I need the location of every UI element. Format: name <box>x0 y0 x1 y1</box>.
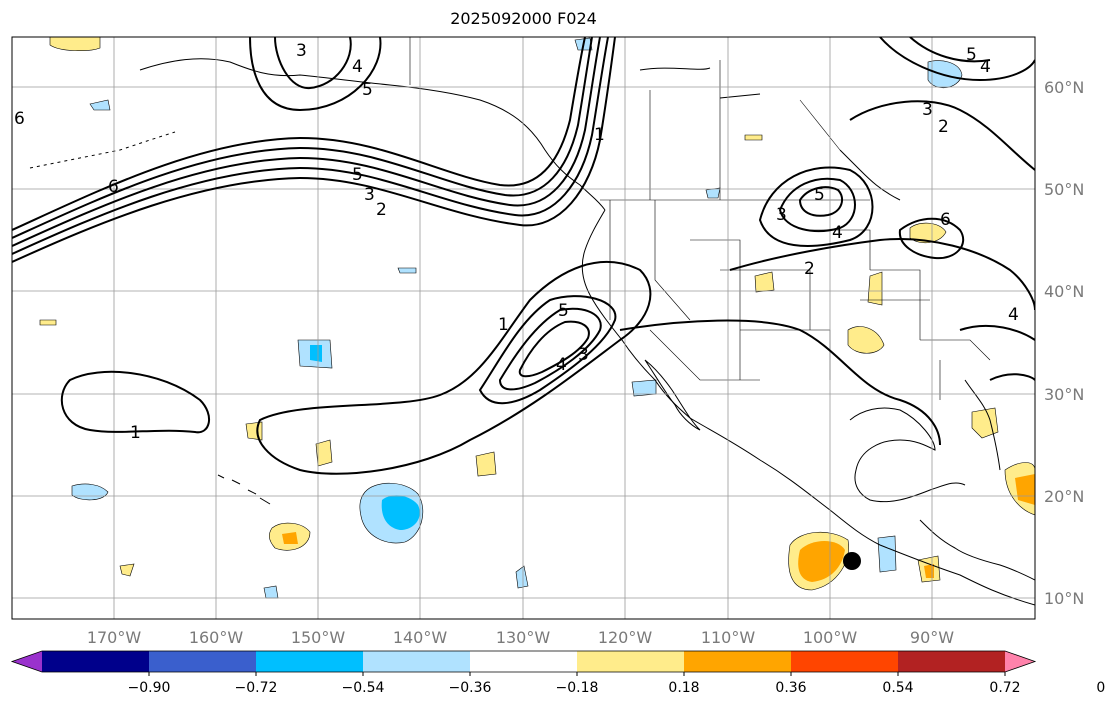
colorbar-segment <box>256 651 364 672</box>
contour-label: 3 <box>776 205 787 225</box>
contour-label: 3 <box>922 100 933 120</box>
positive-anomaly-blob <box>909 222 947 244</box>
contour-label: 1 <box>594 125 605 145</box>
positive-anomaly-blob <box>754 271 775 293</box>
map-frame <box>11 36 1036 620</box>
lat-label: 60°N <box>1044 78 1084 97</box>
political-borders <box>409 37 991 400</box>
strong-negative-anomaly-blob <box>310 345 322 362</box>
contour-label: 1 <box>130 423 141 443</box>
colorbar-outline <box>10 650 1037 673</box>
negative-anomaly-blob <box>263 585 279 599</box>
colorbar-extend-low <box>12 651 42 672</box>
lat-label: 20°N <box>1044 487 1084 506</box>
contour-label: 3 <box>364 185 375 205</box>
positive-anomaly-blob <box>744 134 763 141</box>
storm-position-marker <box>843 552 861 570</box>
positive-anomaly-blob <box>39 319 57 326</box>
contour-label: 2 <box>376 200 387 220</box>
strong-positive-anomaly-blob <box>924 564 934 578</box>
contour-label: 4 <box>832 223 843 243</box>
contour-lines <box>12 37 1035 475</box>
lon-label: 150°W <box>291 628 346 647</box>
colorbar-tick-label: 0.54 <box>882 680 913 696</box>
contour-label-group: 3 4 5 6 5 3 2 1 6 1 5 4 3 1 3 5 4 2 3 2 … <box>14 41 1019 443</box>
negative-anomaly-blob <box>927 60 963 88</box>
lon-label: 130°W <box>496 628 551 647</box>
positive-anomaly-blob <box>49 37 101 51</box>
colorbar-segment <box>149 651 257 672</box>
shaded-fields <box>39 37 1035 599</box>
strong-positive-anomaly-blob <box>282 532 298 544</box>
colorbar-tick-label: 0.72 <box>989 680 1020 696</box>
positive-anomaly-blob <box>315 439 333 467</box>
negative-anomaly-blob <box>397 267 417 274</box>
positive-anomaly-blob <box>475 451 497 477</box>
contour-label: 5 <box>558 301 569 321</box>
strong-positive-anomaly-blob <box>1015 474 1035 505</box>
colorbar-segment <box>363 651 471 672</box>
strong-positive-anomaly-blob <box>798 541 845 582</box>
contour-label: 2 <box>804 259 815 279</box>
positive-anomaly-blob <box>971 407 999 439</box>
contour-label: 4 <box>352 57 363 77</box>
lon-label: 170°W <box>87 628 142 647</box>
negative-anomaly-blob <box>877 535 897 573</box>
graticule <box>12 37 1035 619</box>
lon-label: 140°W <box>393 628 448 647</box>
negative-anomaly-blob <box>89 99 111 111</box>
contour-label: 3 <box>578 345 589 365</box>
contour-label: 3 <box>296 41 307 61</box>
contour-label: 4 <box>556 355 567 375</box>
colorbar-tick-label: 0.18 <box>668 680 699 696</box>
colorbar-tick-label: −0.54 <box>342 680 385 696</box>
latitude-labels: 60°N 50°N 40°N 30°N 20°N 10°N <box>1044 78 1084 608</box>
contour-label: 1 <box>498 315 509 335</box>
positive-anomaly-blob <box>847 326 885 354</box>
lon-label: 90°W <box>910 628 954 647</box>
colorbar-extend-high <box>1005 651 1035 672</box>
colorbar-segment <box>470 651 578 672</box>
lon-label: 160°W <box>189 628 244 647</box>
colorbar-tick-label: −0.36 <box>449 680 492 696</box>
lat-label: 40°N <box>1044 282 1084 301</box>
negative-anomaly-blob <box>705 187 721 199</box>
longitude-labels: 170°W 160°W 150°W 140°W 130°W 120°W 110°… <box>87 628 954 647</box>
positive-anomaly-blob <box>119 563 135 577</box>
coastlines <box>29 58 1035 606</box>
colorbar-segment <box>577 651 685 672</box>
lat-label: 10°N <box>1044 589 1084 608</box>
contour-label: 4 <box>1008 305 1019 325</box>
colorbar-segment <box>791 651 899 672</box>
positive-anomaly-blob <box>867 271 883 306</box>
contour-label: 5 <box>966 45 977 65</box>
colorbar-tick-label: 0.90 <box>1096 680 1105 696</box>
lon-label: 120°W <box>598 628 653 647</box>
colorbar-tick-label: −0.18 <box>556 680 599 696</box>
contour-label: 2 <box>938 117 949 137</box>
contour-label: 6 <box>14 109 25 129</box>
lat-label: 30°N <box>1044 385 1084 404</box>
positive-anomaly-blob <box>245 421 263 441</box>
colorbar-tick-label: −0.72 <box>235 680 278 696</box>
contour-label: 4 <box>980 57 991 77</box>
colorbar: −0.90 −0.72 −0.54 −0.36 −0.18 0.18 0.36 0.54 0.7… <box>10 650 1105 696</box>
colorbar-segment <box>898 651 1006 672</box>
negative-anomaly-blob <box>515 565 529 589</box>
strong-negative-anomaly-blob <box>381 495 420 530</box>
colorbar-segment <box>42 651 150 672</box>
lon-label: 110°W <box>701 628 756 647</box>
contour-label: 5 <box>352 165 363 185</box>
lat-label: 50°N <box>1044 180 1084 199</box>
colorbar-tick-label: −0.90 <box>128 680 171 696</box>
lon-label: 100°W <box>803 628 858 647</box>
contour-label: 6 <box>108 177 119 197</box>
colorbar-tick-label: 0.36 <box>775 680 806 696</box>
map-title: 2025092000 F024 <box>450 9 597 28</box>
contour-label: 5 <box>814 185 825 205</box>
contour-label: 6 <box>940 210 951 230</box>
colorbar-segment <box>684 651 792 672</box>
contour-label: 5 <box>362 80 373 100</box>
